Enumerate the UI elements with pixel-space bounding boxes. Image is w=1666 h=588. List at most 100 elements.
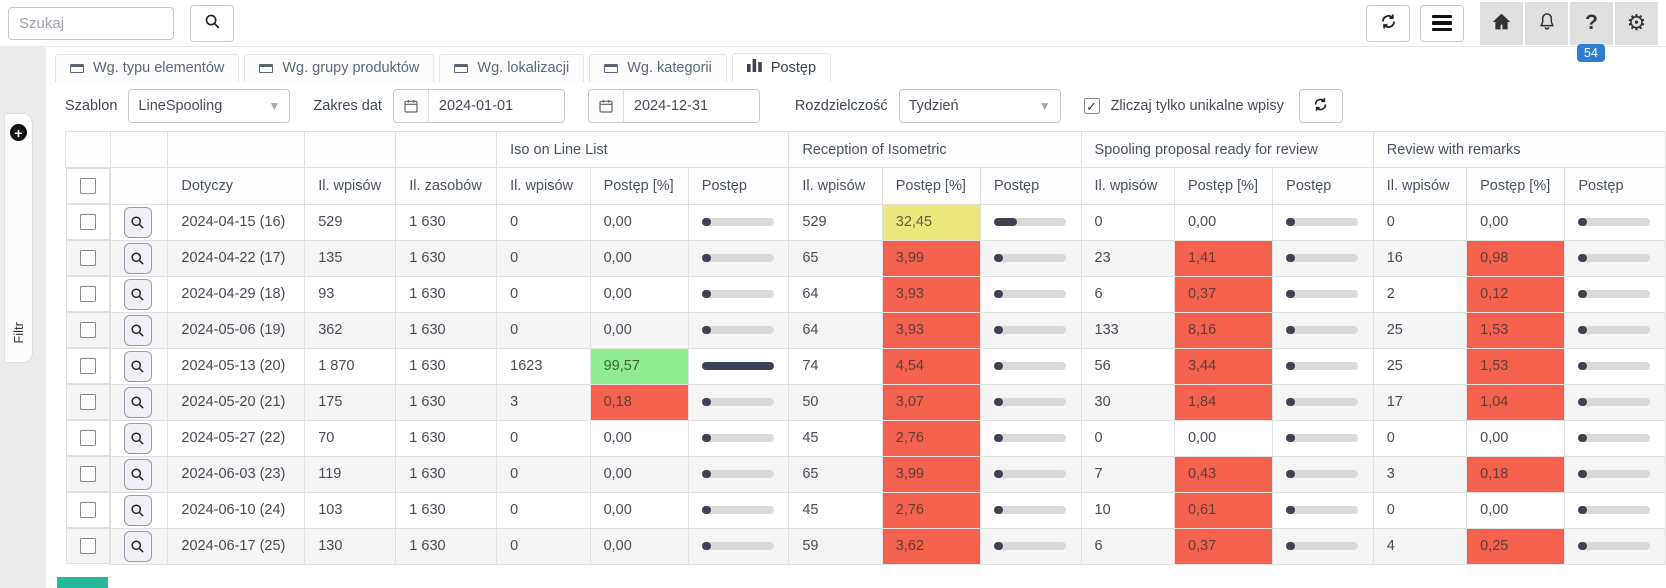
cell-stage-wpisy: 0 (496, 455, 591, 493)
row-zoom-button[interactable] (123, 530, 152, 562)
settings-button[interactable]: ⚙ (1615, 1, 1658, 45)
progress-bar-track (701, 218, 774, 226)
refresh-icon (1312, 96, 1329, 117)
notifications-button[interactable] (1525, 1, 1568, 45)
resolution-select[interactable]: Tydzień ▼ (898, 89, 1061, 123)
cell-stage-wpisy: 23 (1080, 239, 1175, 277)
add-filter-icon[interactable]: + (10, 124, 27, 141)
cell-stage-bar (1272, 239, 1374, 277)
row-checkbox[interactable] (79, 466, 96, 482)
column-header[interactable]: Il. wpisów (788, 167, 883, 205)
row-checkbox[interactable] (79, 214, 96, 230)
cell-stage-wpisy: 16 (1372, 239, 1468, 277)
row-zoom-button[interactable] (123, 206, 152, 238)
tab-wg-kategorii[interactable]: Wg. kategorii (589, 54, 727, 82)
column-header[interactable]: Dotyczy (167, 167, 306, 205)
column-header[interactable]: Il. zasobów (395, 167, 498, 205)
cell-stage-bar (1272, 347, 1374, 385)
tab-wg-typu-elementow[interactable]: Wg. typu elementów (55, 54, 240, 82)
refresh-button[interactable] (1366, 4, 1410, 42)
column-header[interactable]: Postęp (979, 167, 1082, 205)
search-input[interactable] (8, 6, 174, 40)
row-zoom-button[interactable] (123, 494, 152, 526)
row-checkbox[interactable] (79, 358, 96, 374)
search-icon (204, 13, 221, 34)
progress-bar-track (1286, 434, 1359, 442)
cell-il-wpisow: 130 (304, 527, 397, 565)
date-range-label: Zakres dat (313, 98, 382, 114)
row-checkbox[interactable] (79, 538, 96, 554)
row-zoom-button[interactable] (123, 314, 152, 346)
cell-stage-bar (687, 347, 790, 385)
table-row: 2024-06-17 (25) 130 1 630 0 0,00 59 3,62 6 0,37 4… (65, 527, 1666, 565)
column-header[interactable]: Postęp [%] (881, 167, 981, 205)
progress-bar-track (1578, 362, 1651, 370)
column-header[interactable]: Il. wpisów (304, 167, 397, 205)
filter-drawer[interactable]: + Filtr (4, 113, 33, 363)
row-zoom-button[interactable] (123, 278, 152, 310)
date-to-input[interactable]: 2024-12-31 (587, 89, 760, 123)
calendar-icon (588, 90, 624, 122)
unique-entries-label[interactable]: Zliczaj tylko unikalne wpisy (1110, 98, 1284, 114)
row-checkbox[interactable] (79, 430, 96, 446)
group-header-spacer (395, 131, 498, 168)
row-checkbox[interactable] (79, 502, 96, 518)
cell-il-wpisow: 70 (304, 419, 397, 457)
column-header[interactable]: Il. wpisów (496, 167, 591, 205)
cell-stage-wpisy: 25 (1372, 347, 1468, 385)
cell-stage-pct: 1,53 (1466, 347, 1566, 385)
progress-bar-fill (1578, 254, 1588, 262)
row-checkbox[interactable] (79, 394, 96, 410)
home-button[interactable] (1480, 1, 1523, 45)
row-detail-cell (109, 527, 169, 565)
table-row: 2024-05-06 (19) 362 1 630 0 0,00 64 3,93 133 8,1… (65, 311, 1666, 349)
horizontal-scrollbar-thumb[interactable] (57, 577, 108, 588)
cell-stage-pct: 0,00 (1466, 491, 1566, 529)
tab-wg-grupy-produktow[interactable]: Wg. grupy produktów (244, 54, 435, 82)
row-checkbox[interactable] (79, 322, 96, 338)
cell-stage-wpisy: 64 (788, 275, 883, 313)
progress-bar-track (1578, 542, 1651, 550)
date-from-input[interactable]: 2024-01-01 (392, 89, 565, 123)
cell-stage-wpisy: 0 (496, 491, 591, 529)
cell-il-wpisow: 529 (304, 203, 397, 241)
cell-stage-pct: 0,00 (589, 419, 689, 457)
template-select[interactable]: LineSpooling ▼ (128, 89, 291, 123)
row-checkbox[interactable] (79, 286, 96, 302)
cell-stage-pct: 3,07 (881, 383, 981, 421)
cell-stage-wpisy: 6 (1080, 275, 1175, 313)
tab-wg-lokalizacji[interactable]: Wg. lokalizacji (439, 54, 585, 82)
progress-bar-fill (1286, 506, 1296, 514)
column-header[interactable]: Postęp [%] (589, 167, 689, 205)
gear-icon: ⚙ (1626, 10, 1647, 35)
menu-button[interactable] (1420, 4, 1464, 42)
row-zoom-button[interactable] (123, 422, 152, 454)
progress-bar-track (993, 398, 1066, 406)
row-select-cell (65, 420, 110, 456)
table-row: 2024-06-03 (23) 119 1 630 0 0,00 65 3,99 7 0,43 3… (65, 455, 1666, 493)
column-header[interactable]: Il. wpisów (1372, 167, 1468, 205)
row-zoom-button[interactable] (123, 386, 152, 418)
unique-entries-checkbox[interactable] (1083, 98, 1100, 114)
table-row: 2024-05-27 (22) 70 1 630 0 0,00 45 2,76 0 0,00 0 0… (65, 419, 1666, 457)
column-header[interactable]: Postęp [%] (1173, 167, 1274, 205)
row-detail-cell (109, 275, 169, 313)
cell-stage-wpisy: 56 (1080, 347, 1175, 385)
cell-stage-pct: 8,16 (1173, 311, 1274, 349)
select-all-checkbox[interactable] (79, 178, 96, 194)
column-header[interactable]: Il. wpisów (1080, 167, 1175, 205)
row-zoom-button[interactable] (123, 350, 152, 382)
tab-postep[interactable]: Postęp (731, 53, 832, 82)
row-checkbox[interactable] (79, 250, 96, 266)
column-header[interactable]: Postęp [%] (1466, 167, 1566, 205)
column-header[interactable]: Postęp (1272, 167, 1374, 205)
group-header-spacer (304, 131, 397, 168)
search-button[interactable] (190, 4, 234, 42)
row-zoom-button[interactable] (123, 458, 152, 490)
reload-data-button[interactable] (1298, 89, 1343, 123)
column-header[interactable]: Postęp (687, 167, 790, 205)
help-button[interactable]: ? 54 (1570, 1, 1613, 62)
column-header[interactable]: Postęp (1564, 167, 1666, 205)
row-zoom-button[interactable] (123, 242, 152, 274)
progress-bar-fill (701, 506, 711, 514)
